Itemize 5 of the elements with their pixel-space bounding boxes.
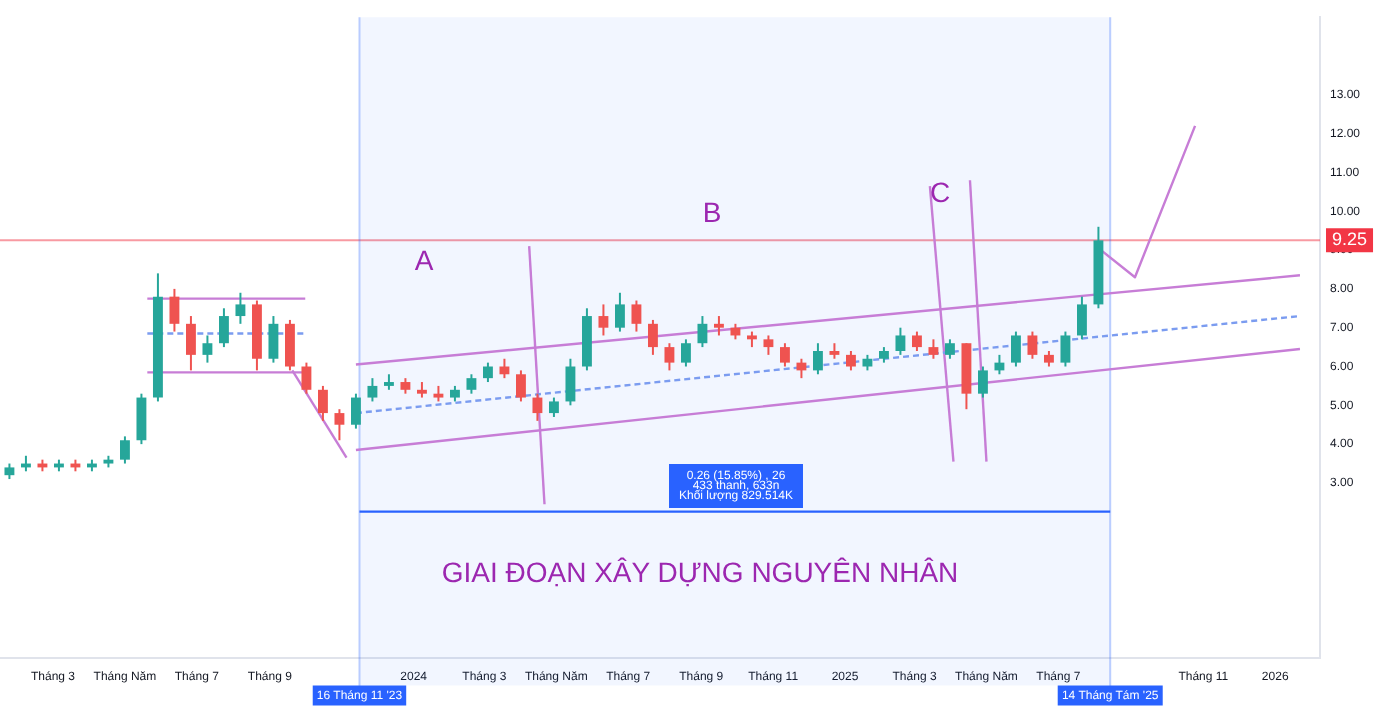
annotation: B — [702, 195, 722, 228]
annotation: GIAI ĐOẠN XÂY DỰNG NGUYÊN NHÂN — [441, 555, 959, 588]
annotation: A — [414, 243, 435, 276]
ref-line-label: 9.25 — [1332, 229, 1368, 250]
annotation: C — [929, 175, 951, 208]
